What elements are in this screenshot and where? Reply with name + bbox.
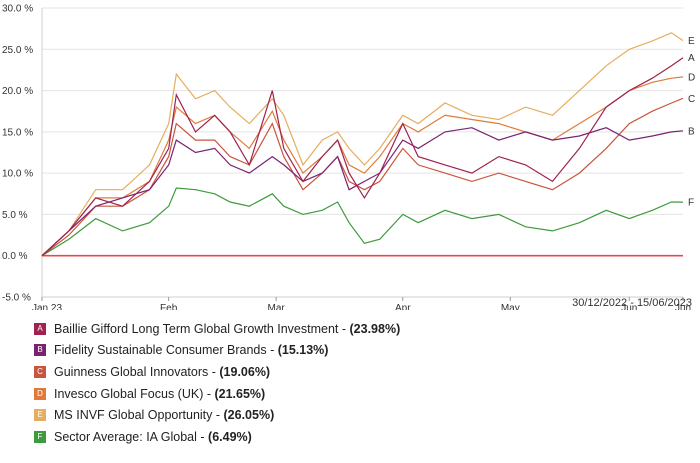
y-tick-label: 25.0 % [2, 45, 33, 56]
legend-label: MS INVF Global Opportunity [54, 408, 213, 423]
x-tick-label: May [501, 303, 520, 310]
y-tick-label: -5.0 % [2, 293, 31, 304]
date-range-label: 30/12/2022 - 15/06/2023 [572, 297, 692, 309]
x-tick-label: Apr [395, 303, 411, 310]
legend-item-b: B Fidelity Sustainable Consumer Brands - … [34, 340, 400, 362]
x-tick-label: Feb [160, 303, 178, 310]
series-line-e [41, 32, 684, 257]
legend-value: (6.49%) [208, 429, 252, 444]
legend-separator: - [338, 321, 350, 336]
y-tick-label: 30.0 % [2, 4, 33, 15]
series-line-f [41, 187, 684, 257]
y-tick-label: 5.0 % [2, 210, 28, 221]
legend-separator: - [208, 364, 220, 379]
end-label-d: D [688, 72, 695, 83]
legend-label: Fidelity Sustainable Consumer Brands [54, 343, 267, 358]
legend-swatch: D [34, 387, 46, 400]
legend-value: (21.65%) [214, 386, 266, 401]
x-tick-label: Mar [268, 303, 286, 310]
line-chart: -5.0 % 0.0 % 5.0 % 10.0 % 15.0 % 20.0 % 25.0 %… [2, 4, 695, 311]
x-axis-ticks: Jan 23 Feb Mar Apr May Jun Jun [32, 297, 691, 310]
grid-lines [41, 7, 683, 298]
legend-swatch: B [34, 344, 46, 357]
y-tick-label: 15.0 % [2, 127, 33, 138]
legend-item-e: E MS INVF Global Opportunity - (26.05%) [34, 404, 400, 426]
series-lines [41, 32, 684, 257]
legend-separator: - [203, 386, 215, 401]
legend-value: (15.13%) [277, 343, 329, 358]
legend-separator: - [266, 343, 278, 358]
x-tick-label: Jan 23 [32, 303, 62, 310]
series-line-a [41, 57, 684, 257]
end-label-b: B [688, 126, 695, 137]
legend-label: Guinness Global Innovators [54, 364, 209, 379]
legend-item-d: D Invesco Global Focus (UK) - (21.65%) [34, 383, 400, 405]
legend-swatch: E [34, 409, 46, 422]
end-label-f: F [688, 198, 694, 209]
legend-item-a: A Baillie Gifford Long Term Global Growth… [34, 318, 400, 340]
y-tick-label: 0.0 % [2, 251, 28, 262]
legend-value: (26.05%) [223, 408, 275, 423]
legend-label: Invesco Global Focus (UK) [54, 386, 204, 401]
x-tick-label: Jun [675, 303, 691, 310]
x-tick-label: Jun [621, 303, 637, 310]
legend-label: Baillie Gifford Long Term Global Growth … [54, 321, 339, 336]
legend-swatch: C [34, 365, 46, 378]
end-label-e: E [688, 36, 695, 47]
legend-swatch: F [34, 430, 46, 443]
legend: A Baillie Gifford Long Term Global Growth… [34, 318, 400, 448]
legend-swatch: A [34, 322, 46, 335]
series-end-labels: A B CD E F [688, 36, 695, 209]
legend-separator: - [212, 408, 224, 423]
legend-item-c: C Guinness Global Innovators - (19.06%) [34, 361, 400, 383]
y-tick-label: 10.0 % [2, 169, 33, 180]
legend-item-f: F Sector Average: IA Global - (6.49%) [34, 426, 400, 448]
series-line-d [41, 76, 684, 257]
legend-value: (19.06%) [219, 364, 271, 379]
series-line-b [41, 127, 684, 257]
legend-separator: - [196, 429, 209, 444]
legend-label: Sector Average: IA Global [54, 429, 197, 444]
end-label-c: C [688, 94, 695, 105]
y-tick-label: 20.0 % [2, 86, 33, 97]
legend-value: (23.98%) [349, 321, 401, 336]
y-axis-ticks: -5.0 % 0.0 % 5.0 % 10.0 % 15.0 % 20.0 % 25.0 %… [2, 4, 33, 304]
end-label-a: A [688, 53, 695, 64]
series-line-c [41, 97, 684, 257]
